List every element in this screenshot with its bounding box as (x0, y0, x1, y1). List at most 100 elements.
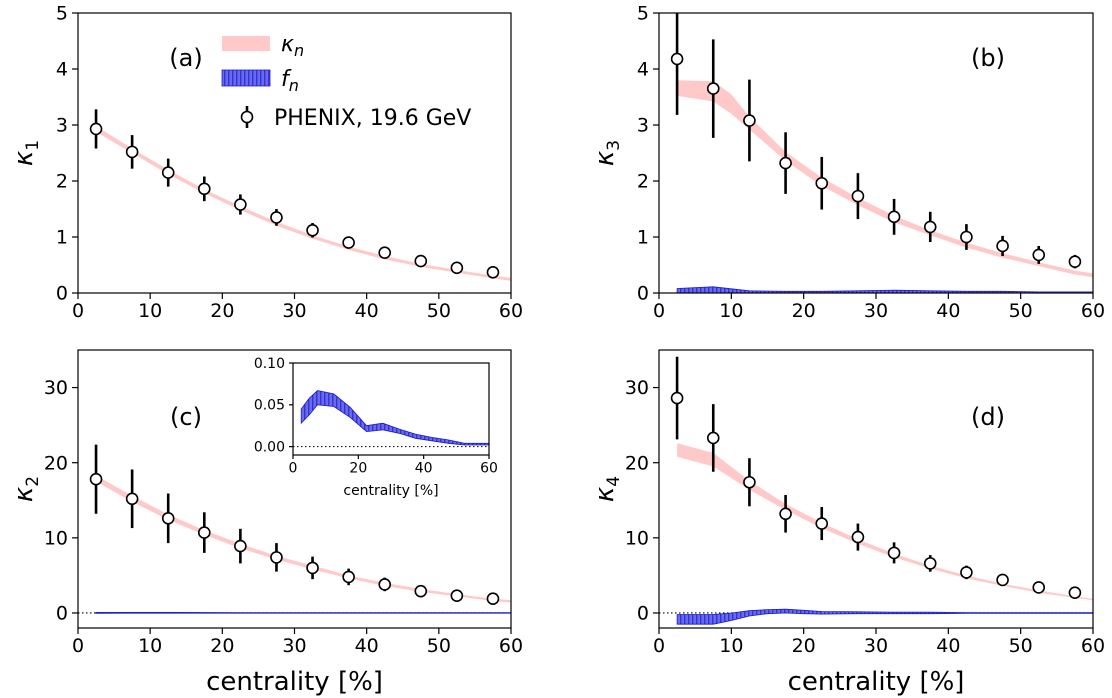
data-point-a (306, 223, 319, 237)
data-point-b (851, 189, 865, 203)
kappa-band-b (677, 80, 1093, 278)
panel-b-x-tick-label: 60 (1081, 300, 1105, 322)
panel-d-x-tick-label: 40 (936, 635, 960, 657)
panel-a-x-tick-label: 40 (355, 300, 379, 322)
data-point-b (1032, 248, 1046, 262)
y-axis-symbol-a: κ (9, 150, 39, 166)
plot-area-b (659, 13, 1093, 293)
panel-c-y-tick-label: 10 (44, 527, 68, 549)
panel-a-x-tick-label: 0 (72, 300, 84, 322)
legend-label-phenix: PHENIX, 19.6 GeV (274, 106, 471, 131)
data-point-c (306, 561, 319, 575)
panel-b-x-tick-label: 10 (719, 300, 743, 322)
legend: κn fn PHENIX, 19.6 GeV (221, 32, 471, 131)
panel-d-y-tick-label: 30 (625, 377, 649, 399)
inset-y-tick-label: 0.00 (254, 440, 285, 456)
kappa-band-c (96, 475, 511, 603)
inset-panel-c: 0 20 40 60 0.00 0.05 0.10 centrality [%] (254, 356, 498, 499)
panel-a-y-tick-label: 1 (56, 227, 68, 249)
data-point-d (960, 566, 973, 579)
inset-x-tick-label: 60 (480, 460, 498, 476)
panel-b-x-tick-label: 50 (1009, 300, 1033, 322)
panel-b-x-tick-label: 20 (792, 300, 816, 322)
data-point-b (923, 220, 937, 234)
legend-label-f: fn (281, 67, 299, 95)
panel-b-y-tick-label: 0 (637, 283, 649, 305)
panel-label-d: (d) (971, 403, 1005, 431)
y-axis-label-c: κ2 (9, 476, 43, 502)
data-point-c (378, 578, 392, 591)
data-point-d (887, 546, 901, 560)
data-point-b (960, 230, 973, 244)
panel-b-y-tick-label: 3 (637, 115, 649, 137)
y-axis-label-a: κ1 (9, 140, 43, 166)
panel-a-y-tick-label: 0 (56, 283, 68, 305)
panel-c-x-tick-label: 0 (72, 635, 84, 657)
y-axis-subscript-c: 2 (23, 476, 43, 487)
panel-b-y-tick-label: 1 (637, 227, 649, 249)
panel-c-y-tick-label: 0 (56, 603, 68, 625)
inset-y-tick-label: 0.10 (254, 356, 285, 372)
data-point-c (89, 472, 103, 486)
y-axis-subscript-a: 1 (23, 140, 43, 151)
panel-b-x-tick-label: 30 (864, 300, 888, 322)
panel-d-frame (658, 349, 1094, 629)
data-point-d (1068, 586, 1082, 599)
inset-x-tick-label: 20 (349, 460, 367, 476)
data-point-b (670, 52, 684, 66)
panel-b-frame (658, 12, 1094, 294)
data-point-a (486, 265, 500, 279)
panel-c-x-tick-label: 50 (427, 635, 451, 657)
x-axis-label-c: centrality [%] (206, 667, 383, 697)
y-axis-label-b: κ3 (590, 140, 624, 166)
panel-label-a: (a) (169, 44, 202, 72)
inset-frame (292, 362, 490, 456)
y-axis-symbol-b: κ (590, 150, 620, 166)
panel-a-y-tick-label: 2 (56, 171, 68, 193)
data-point-d (743, 475, 756, 489)
data-point-b (887, 210, 901, 224)
data-point-c (197, 526, 211, 539)
data-point-a (197, 182, 211, 196)
panel-c-x-tick-label: 10 (138, 635, 162, 657)
data-point-a (378, 246, 392, 259)
panel-d-x-tick-label: 50 (1009, 635, 1033, 657)
legend-sub-kappa: n (294, 41, 304, 60)
y-axis-subscript-b: 3 (604, 140, 624, 151)
data-point-b (815, 176, 829, 190)
y-axis-label-d: κ4 (590, 476, 624, 502)
data-point-d (851, 530, 865, 544)
panel-a-x-tick-label: 60 (499, 300, 523, 322)
inset-x-tick-label: 40 (415, 460, 433, 476)
legend-swatch-f (221, 69, 271, 87)
data-point-c (486, 592, 500, 605)
legend-swatch-kappa (222, 36, 270, 51)
legend-marker-phenix (240, 110, 254, 124)
panel-label-c: (c) (170, 403, 202, 431)
panel-c-x-tick-label: 30 (282, 635, 306, 657)
y-axis-symbol-d: κ (590, 486, 620, 502)
data-point-b (996, 239, 1009, 253)
legend-symbol-kappa: κ (281, 32, 294, 57)
panel-d-y-tick-label: 0 (637, 603, 649, 625)
panel-a-frame (77, 12, 512, 294)
panel-a-y-tick-label: 4 (56, 59, 68, 81)
data-point-a (125, 145, 139, 159)
data-point-a (234, 198, 247, 211)
panel-c-x-tick-label: 20 (210, 635, 234, 657)
plot-area-d (659, 356, 1093, 625)
inset-x-tick-label: 0 (289, 460, 298, 476)
panel-c-x-tick-label: 40 (355, 635, 379, 657)
f-band-b (676, 286, 1093, 293)
data-point-c (414, 584, 428, 598)
panel-d-y-tick-label: 10 (625, 527, 649, 549)
panel-a-y-tick-label: 3 (56, 115, 68, 137)
panel-c-x-tick-label: 60 (499, 635, 523, 657)
y-axis-symbol-c: κ (9, 486, 39, 502)
data-point-a (161, 166, 175, 179)
inset-background (293, 363, 489, 455)
panel-b-y-tick-label: 2 (637, 171, 649, 193)
inset-x-axis-label: centrality [%] (343, 483, 438, 499)
